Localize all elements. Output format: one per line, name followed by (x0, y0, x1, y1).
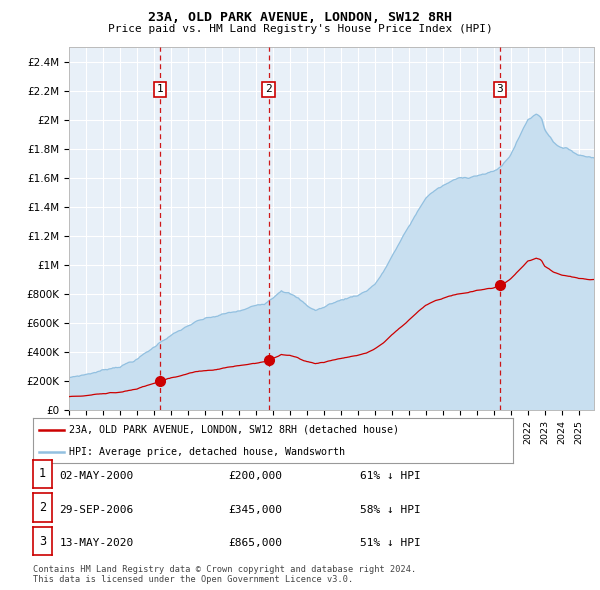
Text: £865,000: £865,000 (228, 538, 282, 548)
Text: 58% ↓ HPI: 58% ↓ HPI (360, 504, 421, 514)
Text: 61% ↓ HPI: 61% ↓ HPI (360, 471, 421, 481)
Text: 2: 2 (265, 84, 272, 94)
Text: 29-SEP-2006: 29-SEP-2006 (59, 504, 134, 514)
Text: 1: 1 (157, 84, 163, 94)
Text: 3: 3 (497, 84, 503, 94)
Text: 2: 2 (39, 501, 46, 514)
Text: 23A, OLD PARK AVENUE, LONDON, SW12 8RH (detached house): 23A, OLD PARK AVENUE, LONDON, SW12 8RH (… (69, 425, 399, 435)
Text: HPI: Average price, detached house, Wandsworth: HPI: Average price, detached house, Wand… (69, 447, 345, 457)
Text: 23A, OLD PARK AVENUE, LONDON, SW12 8RH: 23A, OLD PARK AVENUE, LONDON, SW12 8RH (148, 11, 452, 24)
Text: £200,000: £200,000 (228, 471, 282, 481)
Text: 51% ↓ HPI: 51% ↓ HPI (360, 538, 421, 548)
Text: £345,000: £345,000 (228, 504, 282, 514)
Text: 02-MAY-2000: 02-MAY-2000 (59, 471, 134, 481)
Text: 3: 3 (39, 535, 46, 548)
Text: Contains HM Land Registry data © Crown copyright and database right 2024.
This d: Contains HM Land Registry data © Crown c… (33, 565, 416, 584)
Text: 1: 1 (39, 467, 46, 480)
Text: Price paid vs. HM Land Registry's House Price Index (HPI): Price paid vs. HM Land Registry's House … (107, 24, 493, 34)
Text: 13-MAY-2020: 13-MAY-2020 (59, 538, 134, 548)
